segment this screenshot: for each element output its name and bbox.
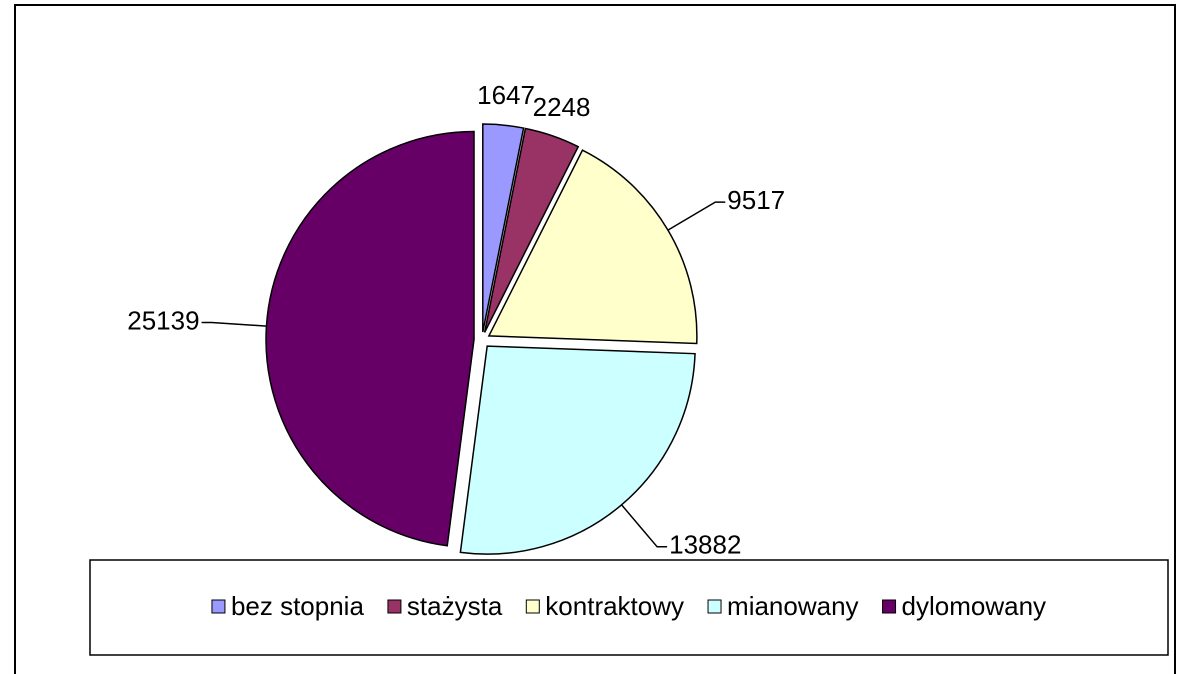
legend-swatch bbox=[882, 599, 897, 614]
pie-slice bbox=[487, 149, 698, 345]
legend-swatch bbox=[525, 599, 540, 614]
pie-slice bbox=[265, 130, 475, 547]
legend-swatch bbox=[387, 599, 402, 614]
legend-swatch bbox=[707, 599, 722, 614]
data-label: 9517 bbox=[727, 185, 785, 215]
data-label: 1647 bbox=[477, 80, 535, 110]
pie-slice bbox=[483, 127, 580, 333]
legend-label: stażysta bbox=[407, 591, 503, 621]
legend-box bbox=[89, 559, 1169, 656]
pie-slice bbox=[482, 123, 525, 333]
legend-label: dylomowany bbox=[902, 591, 1047, 621]
legend-swatch bbox=[211, 599, 226, 614]
legend-label: mianowany bbox=[727, 591, 859, 621]
leader-line bbox=[667, 201, 726, 231]
leader-line bbox=[621, 504, 668, 548]
pie-slice bbox=[459, 345, 696, 555]
data-label: 13882 bbox=[669, 530, 741, 560]
data-label: 25139 bbox=[127, 305, 199, 335]
leader-line bbox=[201, 321, 267, 327]
legend-label: bez stopnia bbox=[231, 591, 365, 621]
legend-label: kontraktowy bbox=[545, 591, 684, 621]
data-label: 2248 bbox=[533, 92, 591, 122]
